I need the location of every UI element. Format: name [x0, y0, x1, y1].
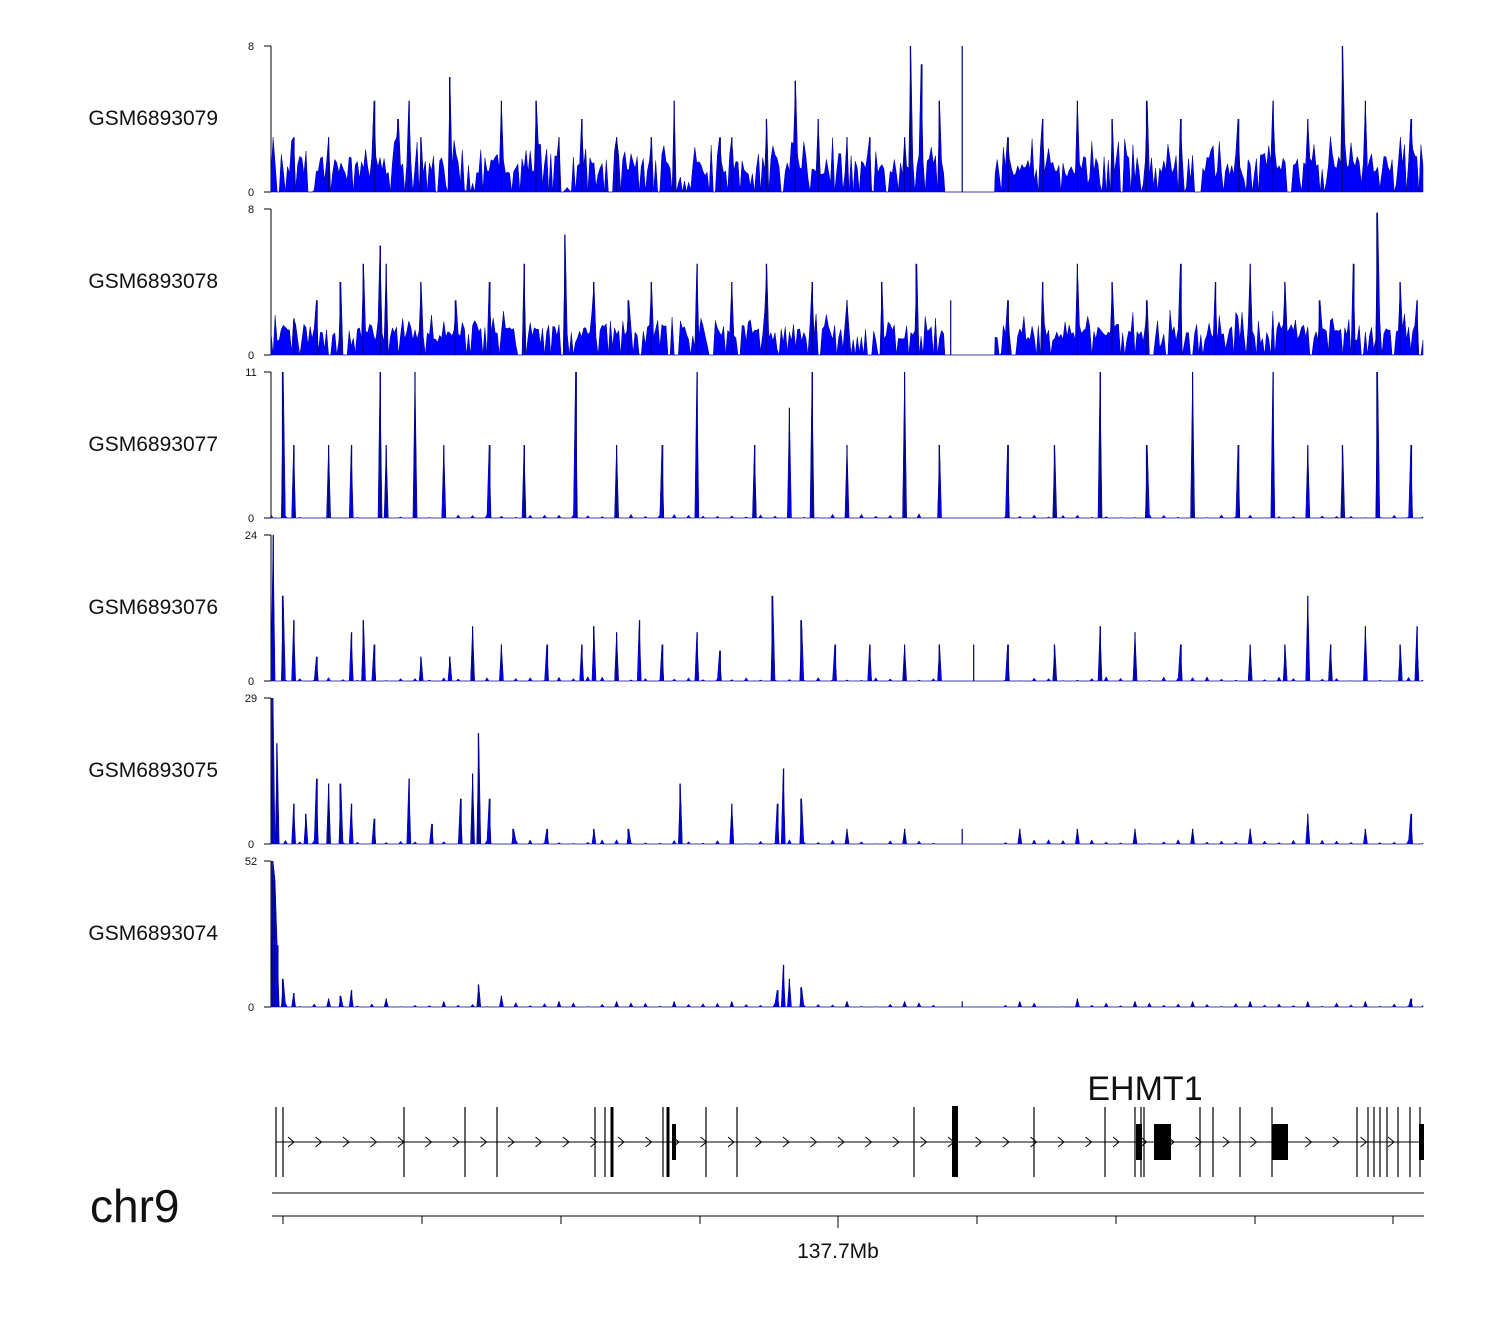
strand-arrow [1277, 1136, 1285, 1148]
strand-arrow [535, 1136, 543, 1148]
strand-arrow [892, 1136, 900, 1148]
y-tick-label-max: 8 [248, 204, 254, 216]
track-GSM6893078: GSM6893078 8 0 [88, 204, 1424, 362]
strand-arrow [1030, 1136, 1038, 1148]
strand-arrow [975, 1136, 983, 1148]
strand-arrow [1140, 1136, 1148, 1148]
y-tick-label-zero: 0 [248, 350, 254, 362]
strand-arrow [397, 1136, 405, 1148]
y-tick-label-zero: 0 [248, 513, 254, 525]
strand-arrow [700, 1136, 708, 1148]
gene-label-ehmt1: EHMT1 [1087, 1070, 1202, 1108]
track-GSM6893079: GSM6893079 8 0 [88, 41, 1424, 199]
strand-arrow [1167, 1136, 1175, 1148]
chromosome-label: chr9 [90, 1180, 179, 1232]
signal-area [270, 860, 1424, 1008]
strand-arrow [755, 1136, 763, 1148]
strand-arrow [672, 1136, 680, 1148]
strand-arrow [645, 1136, 653, 1148]
y-tick-label-max: 11 [245, 367, 256, 379]
track-GSM6893077: GSM6893077 11 0 [88, 367, 1424, 525]
strand-arrow [1387, 1136, 1395, 1148]
y-tick-label-max: 8 [248, 41, 254, 53]
y-tick-label-zero: 0 [248, 676, 254, 688]
strand-arrow [342, 1136, 350, 1148]
strand-arrow [425, 1136, 433, 1148]
strand-arrow [1305, 1136, 1313, 1148]
strand-arrow [287, 1136, 295, 1148]
strand-arrow [1360, 1136, 1368, 1148]
exon-block [1272, 1124, 1288, 1160]
strand-arrow [810, 1136, 818, 1148]
track-GSM6893074: GSM6893074 52 0 [88, 856, 1424, 1014]
strand-arrow [1057, 1136, 1065, 1148]
y-tick-label-max: 29 [245, 693, 257, 705]
y-tick-label-zero: 0 [248, 839, 254, 851]
strand-arrow [1195, 1136, 1203, 1148]
strand-arrow [1002, 1136, 1010, 1148]
strand-arrow [1112, 1136, 1120, 1148]
strand-arrow [370, 1136, 378, 1148]
strand-arrow [865, 1136, 873, 1148]
axis-position-label: 137.7Mb [797, 1240, 879, 1263]
gene-track: EHMT1 [275, 1070, 1424, 1177]
strand-arrow [1222, 1136, 1230, 1148]
strand-arrow [947, 1136, 955, 1148]
strand-arrow [315, 1136, 323, 1148]
exon-block [672, 1124, 676, 1160]
strand-arrow [480, 1136, 488, 1148]
strand-arrows [287, 1136, 1395, 1148]
y-tick-label-max: 24 [245, 530, 257, 542]
track-label: GSM6893078 [88, 270, 218, 293]
strand-arrow [727, 1136, 735, 1148]
track-label: GSM6893079 [88, 107, 218, 130]
strand-arrow [452, 1136, 460, 1148]
track-GSM6893075: GSM6893075 29 0 [88, 693, 1424, 851]
exon-block [952, 1106, 958, 1177]
signal-area [270, 697, 1424, 845]
track-label: GSM6893076 [88, 596, 218, 619]
track-label: GSM6893077 [88, 433, 218, 456]
axis-ticks [282, 1216, 1394, 1228]
strand-arrow [782, 1136, 790, 1148]
genomic-axis: chr9 137.7Mb [90, 1180, 1424, 1263]
exon-block [1419, 1124, 1424, 1160]
strand-arrow [920, 1136, 928, 1148]
y-tick-label-max: 52 [245, 856, 257, 868]
exon-block [1154, 1124, 1171, 1160]
strand-arrow [1332, 1136, 1340, 1148]
y-tick-label-zero: 0 [248, 187, 254, 199]
strand-arrow [837, 1136, 845, 1148]
strand-arrow [562, 1136, 570, 1148]
strand-arrow [1085, 1136, 1093, 1148]
exon-block [1136, 1124, 1142, 1160]
gene-exons [275, 1106, 1424, 1177]
strand-arrow [1250, 1136, 1258, 1148]
strand-arrow [507, 1136, 515, 1148]
track-label: GSM6893075 [88, 759, 218, 782]
track-GSM6893076: GSM6893076 24 0 [88, 530, 1424, 688]
strand-arrow [617, 1136, 625, 1148]
track-label: GSM6893074 [88, 922, 218, 945]
signal-tracks: GSM689307980GSM689307880GSM6893077110GSM… [88, 41, 1424, 1014]
strand-arrow [590, 1136, 598, 1148]
y-tick-label-zero: 0 [248, 1002, 254, 1014]
